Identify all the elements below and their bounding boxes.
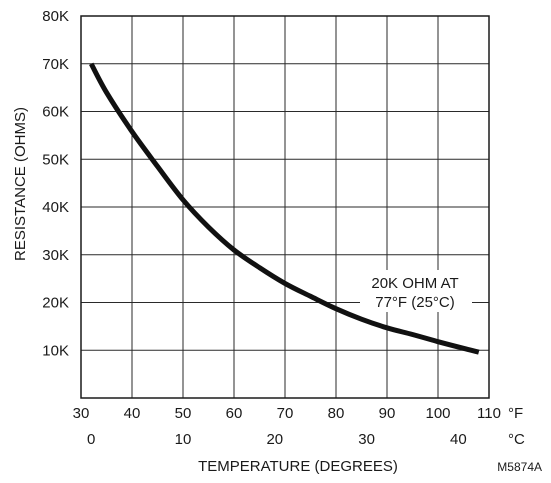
annotation: 20K OHM AT 77°F (25°C) xyxy=(360,270,472,312)
figure-code: M5874A xyxy=(497,460,542,474)
y-tick-label: 30K xyxy=(42,247,69,264)
x-tick-label-celsius: 0 xyxy=(87,431,95,448)
annotation-line-1: 20K OHM AT xyxy=(371,275,458,292)
y-tick-label: 40K xyxy=(42,199,69,216)
x-tick-labels-celsius: 0 10 20 30 40 xyxy=(87,431,467,448)
y-tick-label: 10K xyxy=(42,342,69,359)
x-unit-fahrenheit: °F xyxy=(508,405,523,422)
x-unit-celsius: °C xyxy=(508,431,525,448)
y-tick-label: 50K xyxy=(42,151,69,168)
x-tick-label-celsius: 40 xyxy=(450,431,467,448)
x-tick-label-fahrenheit: 50 xyxy=(175,405,192,422)
y-tick-labels: 10K 20K 30K 40K 50K 60K 70K 80K xyxy=(42,8,69,359)
x-tick-label-fahrenheit: 60 xyxy=(226,405,243,422)
annotation-line-2: 77°F (25°C) xyxy=(375,294,455,311)
grid xyxy=(81,16,489,398)
x-tick-labels-fahrenheit: 30 40 50 60 70 80 90 100 110 xyxy=(73,405,501,422)
y-tick-label: 70K xyxy=(42,56,69,73)
x-tick-label-celsius: 10 xyxy=(175,431,192,448)
plot-border xyxy=(80,15,490,399)
y-tick-label: 60K xyxy=(42,104,69,121)
x-axis-label: TEMPERATURE (DEGREES) xyxy=(198,458,398,475)
x-tick-label-fahrenheit: 70 xyxy=(277,405,294,422)
x-tick-label-celsius: 30 xyxy=(358,431,375,448)
x-tick-label-fahrenheit: 90 xyxy=(379,405,396,422)
x-tick-label-fahrenheit: 30 xyxy=(73,405,90,422)
x-tick-label-fahrenheit: 40 xyxy=(124,405,141,422)
series-layer xyxy=(89,62,480,355)
series-line-resistance xyxy=(89,62,480,355)
x-tick-label-fahrenheit: 80 xyxy=(328,405,345,422)
x-tick-label-celsius: 20 xyxy=(266,431,283,448)
y-tick-label: 20K xyxy=(42,295,69,312)
x-tick-label-fahrenheit: 100 xyxy=(425,405,450,422)
y-axis-label: RESISTANCE (OHMS) xyxy=(12,107,29,261)
annotation-background xyxy=(360,270,472,312)
x-tick-label-fahrenheit: 110 xyxy=(477,405,501,422)
y-tick-label: 80K xyxy=(42,8,69,25)
plot-frame xyxy=(80,15,490,399)
